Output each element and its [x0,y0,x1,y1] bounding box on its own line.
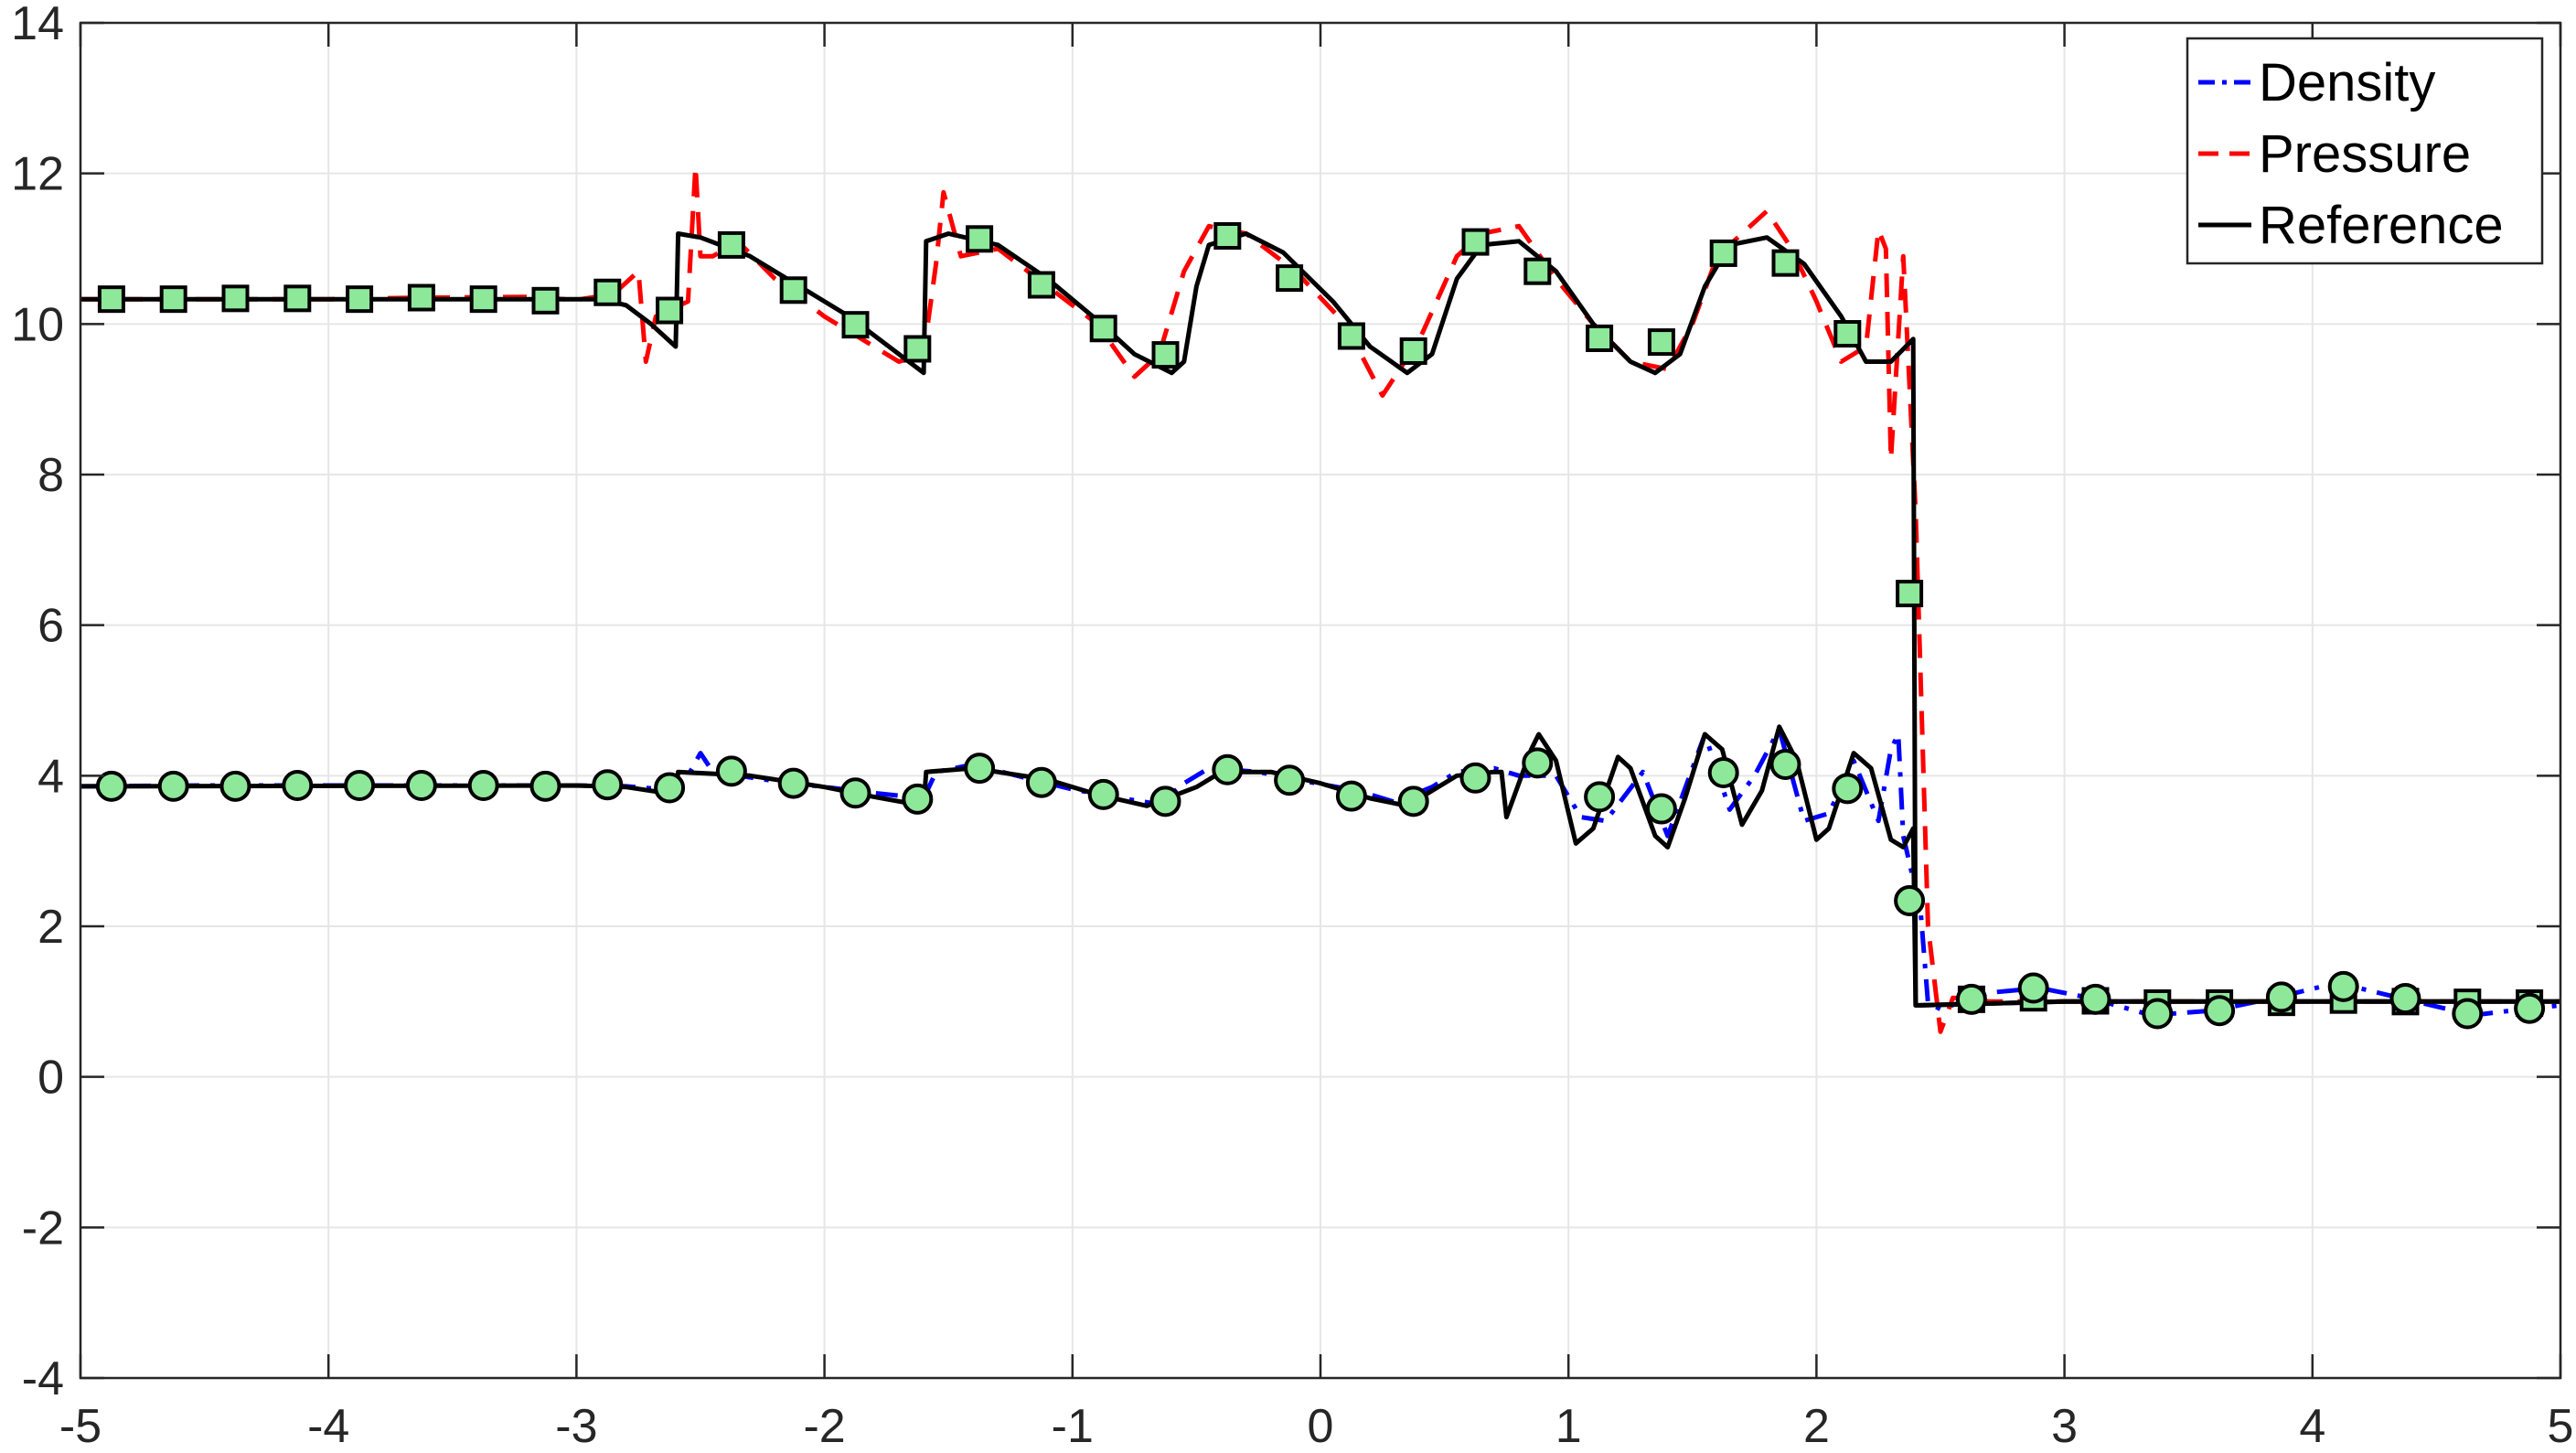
density-marker [1335,780,1367,812]
pressure-marker [841,311,870,339]
density-marker [839,777,871,809]
density-marker [1522,747,1554,779]
density-marker [219,770,251,802]
x-tick-label: -2 [803,1400,845,1453]
x-tick-label: -3 [555,1400,597,1453]
x-tick-label: 1 [1555,1400,1582,1453]
legend-label-reference: Reference [2259,196,2504,255]
density-marker [1212,753,1244,785]
legend-label-pressure: Pressure [2259,124,2471,184]
pressure-marker [1523,257,1552,285]
pressure-marker [779,276,807,304]
density-marker [467,770,499,802]
pressure-marker [1709,239,1737,267]
pressure-marker [346,285,374,314]
x-tick-label: 0 [1308,1400,1334,1453]
x-tick-label: 4 [2299,1400,2325,1453]
density-marker [2514,992,2546,1024]
density-marker [2327,970,2359,1002]
y-tick-label: 6 [37,600,64,653]
density-marker [1459,762,1491,794]
density-marker [1087,778,1119,810]
pressure-marker [1896,580,1924,608]
pressure-marker [531,286,560,315]
legend: Density Pressure Reference [2186,37,2544,265]
y-tick-label: -4 [22,1352,64,1405]
y-tick-label: 14 [11,0,64,50]
x-tick-label: 5 [2548,1400,2574,1453]
pressure-marker [1399,337,1427,365]
density-marker [344,770,376,802]
y-tick-label: -2 [22,1202,64,1255]
density-marker [1274,764,1306,796]
pressure-marker [1461,228,1490,256]
x-tick-label: -5 [59,1400,102,1453]
pressure-marker [1213,222,1242,251]
density-marker [2389,983,2421,1015]
density-marker [1645,793,1677,825]
pressure-marker [1276,264,1304,293]
x-tick-label: -4 [307,1400,349,1453]
density-marker [902,783,934,815]
legend-label-density: Density [2259,53,2435,112]
marker-layer [95,222,2546,1030]
density-marker [1149,785,1181,817]
density-marker [654,772,686,804]
pressure-marker [717,230,745,259]
pressure-marker [469,285,497,314]
x-tick-label: 2 [1803,1400,1830,1453]
density-marker [1955,983,1987,1015]
y-tick-label: 12 [11,148,64,201]
pressure-marker [283,284,312,313]
pressure-marker [966,225,994,253]
pressure-marker [97,285,125,314]
x-tick-label: -1 [1052,1400,1094,1453]
density-marker [715,755,747,787]
pressure-marker [1337,322,1365,350]
y-tick-label: 8 [37,449,64,502]
pressure-marker [903,335,932,363]
pressure-marker [1151,341,1180,369]
pressure-marker [1027,271,1055,299]
pressure-marker [1833,320,1862,348]
density-marker [592,769,624,801]
density-marker [1769,748,1801,780]
pressure-marker [656,296,684,325]
density-marker [1832,773,1864,805]
density-marker [1397,785,1429,817]
density-marker [2017,972,2049,1004]
pressure-marker [221,284,250,313]
density-marker [157,770,189,802]
y-tick-label: 10 [11,298,64,351]
pressure-marker [1771,249,1800,277]
density-marker [405,770,437,802]
density-marker [964,753,996,785]
density-marker [2142,998,2174,1030]
y-tick-label: 0 [37,1052,64,1105]
x-tick-label: 3 [2051,1400,2078,1453]
pressure-marker [593,278,622,306]
density-marker [1025,766,1057,798]
density-marker [2452,998,2484,1030]
pressure-marker [1647,328,1675,357]
density-marker [2204,995,2236,1027]
y-tick-label: 4 [37,750,64,803]
density-marker [2265,981,2297,1013]
density-marker [95,770,127,802]
density-marker [777,767,809,799]
density-marker [282,770,314,802]
pressure-marker [1586,324,1614,352]
pressure-marker [1089,315,1117,343]
density-marker [1707,757,1739,789]
pressure-marker [159,285,187,314]
density-marker [529,770,561,802]
y-tick-label: 2 [37,901,64,954]
density-marker [1894,885,1926,917]
pressure-marker [407,283,435,312]
density-marker [2079,983,2111,1015]
density-marker [1584,781,1616,813]
